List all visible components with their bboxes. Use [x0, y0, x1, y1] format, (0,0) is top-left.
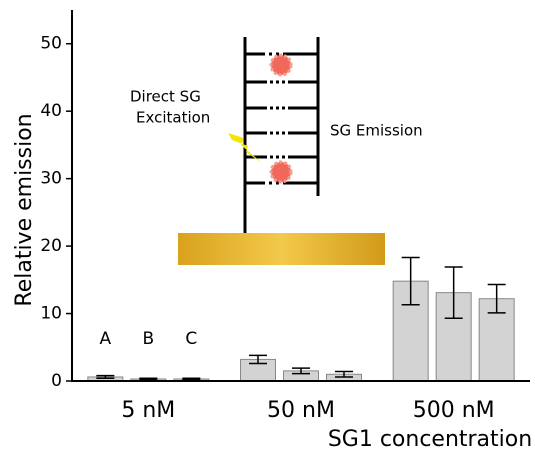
bar [478, 298, 515, 382]
y-tick-label: 0 [51, 371, 62, 391]
x-axis-title: SG1 concentration [328, 427, 532, 452]
lightning [228, 133, 262, 163]
error-bar [182, 377, 201, 381]
y-tick-label: 30 [40, 169, 62, 189]
inset-diagram: Direct SG Excitation SG Emission [130, 37, 423, 265]
error-bar [249, 354, 267, 365]
rungs [245, 52, 318, 185]
x-tick-label: 5 nM [121, 398, 175, 423]
sg-dye [269, 160, 293, 184]
error-bar [401, 256, 420, 306]
x-tick-label: 50 nM [267, 398, 335, 423]
error-bar [487, 283, 506, 314]
y-axis-title: Relative emission [12, 113, 37, 306]
error-bar [292, 367, 310, 375]
series-label: A [100, 329, 112, 349]
error-bar [96, 374, 115, 380]
series-label: B [142, 329, 154, 349]
gold-surface [178, 233, 385, 265]
axis-frame [71, 10, 530, 382]
y-tick-label: 20 [40, 236, 62, 256]
error-bar [139, 377, 158, 381]
y-tick-label: 40 [40, 101, 62, 121]
y-tick-label: 50 [40, 34, 62, 54]
annotation: SG Emission [330, 122, 423, 140]
x-tick-label: 500 nM [413, 398, 495, 423]
annotation: Direct SG [130, 88, 201, 106]
error-bar [335, 370, 353, 378]
annotation: Excitation [136, 109, 210, 127]
error-bar [444, 266, 463, 320]
series-label: C [185, 329, 197, 349]
y-tick-label: 10 [40, 304, 62, 324]
sg-dye [269, 53, 293, 77]
